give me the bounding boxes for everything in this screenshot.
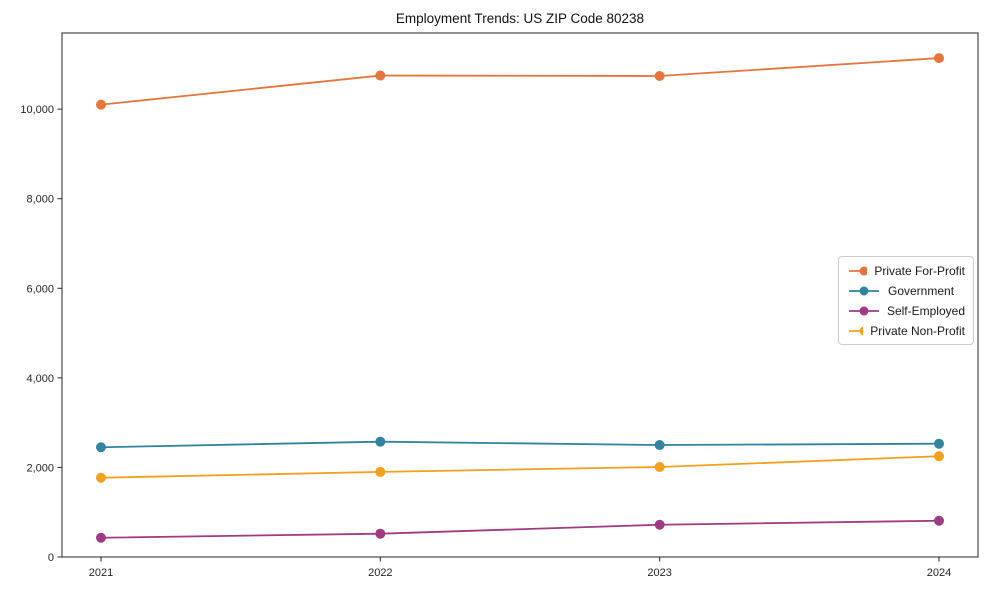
data-point [375,70,386,81]
legend-marker-icon [849,326,864,335]
chart-title: Employment Trends: US ZIP Code 80238 [395,11,645,26]
data-point [96,472,106,483]
y-tick-label: 10,000 [20,104,54,116]
x-tick-label: 2023 [647,567,671,579]
x-tick-label: 2024 [927,567,951,579]
data-point [375,436,386,447]
legend-entry: Private For-Profit [847,262,965,279]
data-point [654,440,665,451]
y-tick-label: 2,000 [26,462,54,474]
data-point [96,99,106,110]
legend-label: Government [888,283,955,298]
data-point [934,438,944,449]
line-series [100,440,940,449]
y-tick-label: 4,000 [26,373,54,385]
data-point [96,442,106,453]
line-series [100,455,940,479]
data-point [654,519,665,530]
legend-marker-icon [849,286,879,295]
legend-label: Self-Employed [886,303,965,318]
y-tick-label: 0 [48,552,54,564]
legend-entry: Government [847,282,965,299]
line-series [100,519,940,539]
y-tick-label: 6,000 [26,283,54,295]
x-tick-label: 2021 [89,567,113,579]
y-tick-label: 8,000 [26,194,54,206]
data-point [934,53,944,64]
legend-marker-icon [849,266,868,275]
legend-entry: Self-Employed [847,302,965,319]
data-point [654,70,665,81]
data-point [654,461,665,472]
data-point [375,466,386,477]
legend-entry: Private Non-Profit [847,322,965,339]
line-series [100,57,940,106]
data-point [375,528,386,539]
legend-label: Private Non-Profit [870,323,965,338]
x-tick-label: 2022 [368,567,392,579]
data-point [934,451,944,462]
plot-frame [61,32,979,558]
legend: Private For-Profit Government Self-Employe… [838,256,974,345]
legend-label: Private For-Profit [874,263,965,278]
data-point [96,532,106,543]
legend-marker-icon [849,306,879,315]
data-point [934,515,944,526]
